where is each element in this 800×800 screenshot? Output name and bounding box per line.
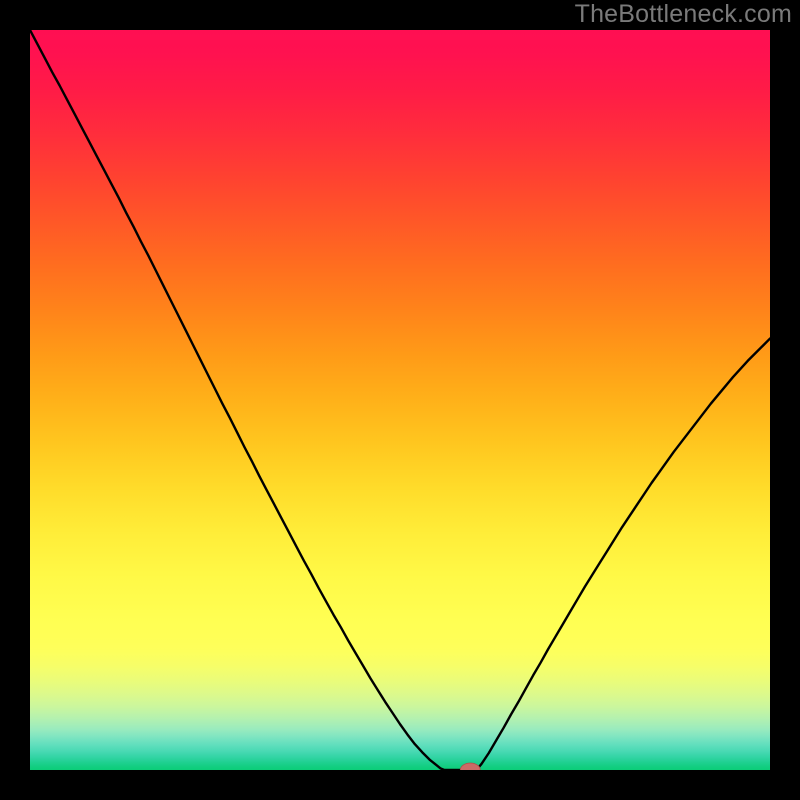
chart-background: [30, 30, 770, 770]
watermark-text: TheBottleneck.com: [575, 0, 792, 29]
chart-area: [30, 30, 770, 770]
chart-svg: [30, 30, 770, 770]
